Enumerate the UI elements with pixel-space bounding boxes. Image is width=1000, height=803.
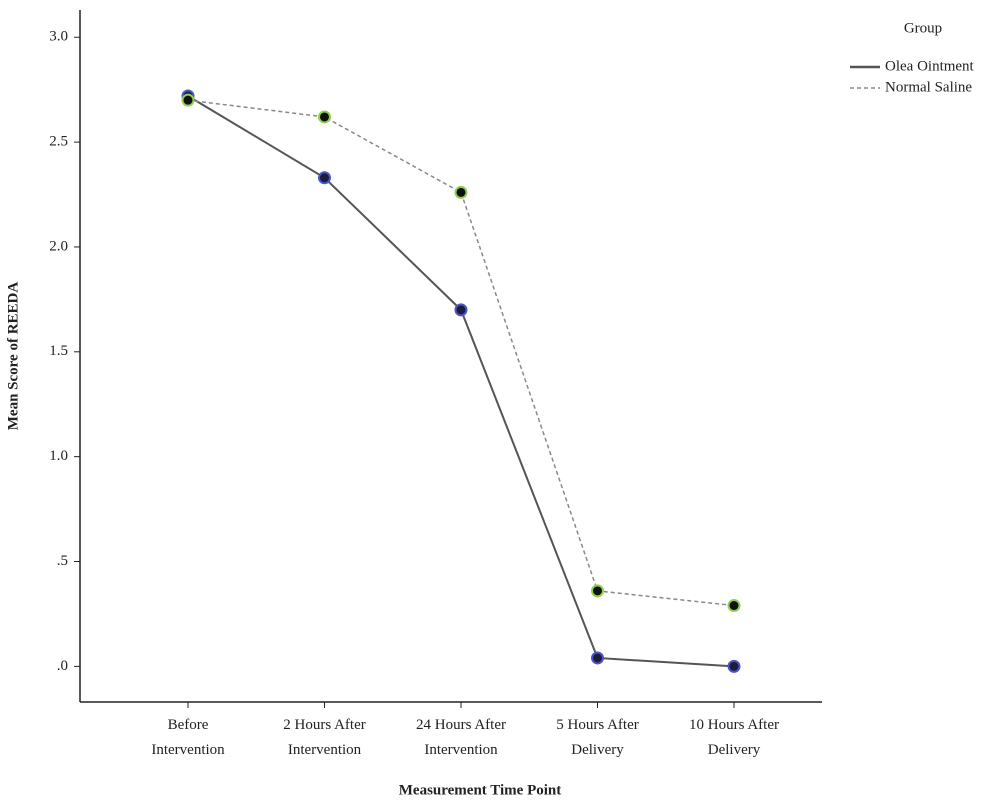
- x-tick-label: 10 Hours After Delivery: [689, 717, 779, 758]
- series-line: [187, 99, 735, 607]
- data-point: [454, 303, 468, 317]
- y-tick-label: 1.0: [49, 448, 68, 464]
- y-tick-label: 2.0: [49, 238, 68, 254]
- legend-label: Olea Ointment: [885, 58, 975, 74]
- data-point: [318, 171, 331, 185]
- y-axis-label: Mean Score of REEDA: [5, 282, 21, 431]
- y-tick-label: .0: [57, 658, 68, 674]
- data-point: [727, 599, 741, 613]
- data-point: [591, 651, 604, 665]
- data-point: [181, 93, 195, 107]
- x-tick-label: 5 Hours After Delivery: [556, 717, 639, 758]
- y-tick-label: 3.0: [49, 29, 68, 45]
- data-point: [591, 584, 604, 598]
- x-tick-label: 24 Hours After Intervention: [416, 717, 506, 758]
- data-point: [318, 110, 331, 124]
- data-point: [727, 659, 741, 673]
- y-tick-label: .5: [57, 553, 68, 569]
- legend-title: Group: [904, 20, 942, 36]
- y-tick-label: 2.5: [49, 134, 68, 150]
- x-tick-label: 2 Hours After Intervention: [283, 717, 366, 758]
- y-tick-label: 1.5: [49, 343, 68, 359]
- series-line: [187, 95, 735, 668]
- x-tick-label: Before Intervention: [151, 717, 225, 758]
- x-axis-label: Measurement Time Point: [399, 782, 561, 798]
- legend-label: Normal Saline: [885, 79, 972, 95]
- data-point: [454, 185, 468, 199]
